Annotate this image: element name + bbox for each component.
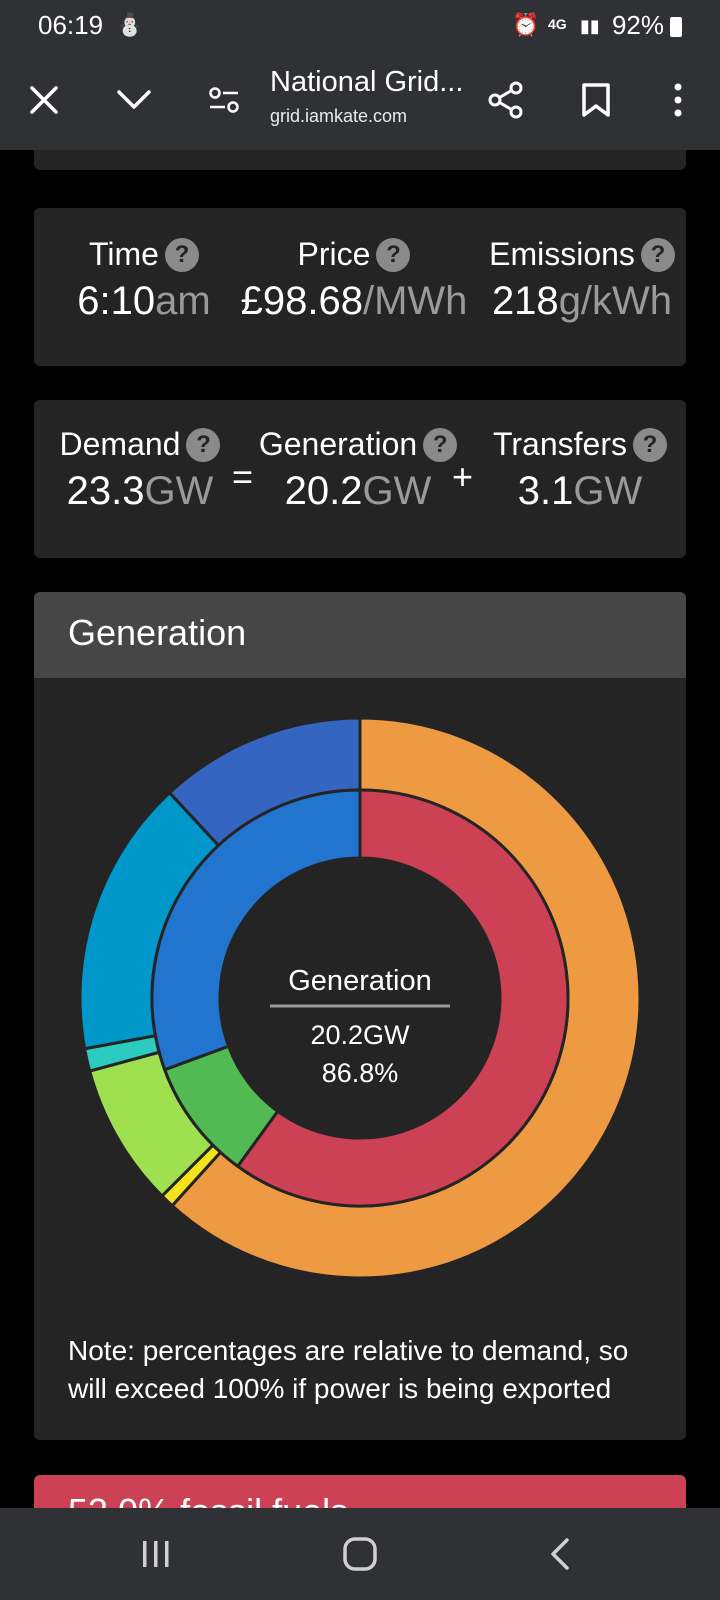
page-content: Time ? 6:10am Price ? £98.68/MWh Emissio… xyxy=(0,150,720,1508)
share-button[interactable] xyxy=(478,72,534,128)
generation-card-header: Generation xyxy=(34,592,686,678)
close-tab-button[interactable] xyxy=(16,72,72,128)
page-info-button[interactable] xyxy=(196,72,252,128)
generation-label: Generation xyxy=(258,426,418,462)
time-stat: Time ? 6:10am xyxy=(44,236,244,324)
more-vert-icon xyxy=(674,83,682,117)
alarm-icon: ⏰ xyxy=(512,12,540,37)
time-value: 6:10 xyxy=(77,279,156,323)
minimize-button[interactable] xyxy=(106,72,162,128)
status-time: 06:19 xyxy=(38,10,104,40)
page-url[interactable]: grid.iamkate.com xyxy=(270,106,408,126)
home-button[interactable] xyxy=(330,1526,390,1582)
transfers-value: 3.1 xyxy=(517,469,574,513)
help-icon[interactable]: ? xyxy=(376,237,411,272)
balance-card: Demand ? 23.3GW = Generation ? 20.2GW + … xyxy=(34,400,686,558)
fossil-fuels-card-title: 53.0% fossil fuels xyxy=(68,1491,348,1508)
inner-ring-segment-3[interactable] xyxy=(150,788,362,1072)
generation-value: 20.2 xyxy=(284,469,363,513)
page-title[interactable]: National Grid... xyxy=(270,66,464,98)
price-value: £98.68 xyxy=(240,279,363,323)
time-unit: am xyxy=(155,279,211,323)
more-options-button[interactable] xyxy=(650,72,706,128)
browser-toolbar: National Grid... grid.iamkate.com xyxy=(0,50,720,150)
share-icon xyxy=(488,81,523,119)
help-icon[interactable]: ? xyxy=(186,427,221,462)
notification-icon: ⛄ xyxy=(116,12,144,37)
transfers-label: Transfers xyxy=(493,426,627,462)
recent-apps-icon xyxy=(143,1541,169,1567)
system-navigation-bar xyxy=(0,1508,720,1600)
signal-icon: ▮▮ xyxy=(580,16,600,36)
help-icon[interactable]: ? xyxy=(164,237,199,272)
inner-ring xyxy=(150,788,570,1208)
equals-sign: = xyxy=(232,456,254,497)
help-icon[interactable]: ? xyxy=(640,237,675,272)
help-icon[interactable]: ? xyxy=(632,427,667,462)
emissions-stat: Emissions ? 218g/kWh xyxy=(482,236,682,324)
battery-percent: 92% xyxy=(611,10,664,40)
price-stat: Price ? £98.68/MWh xyxy=(234,236,474,324)
chart-center-label: Generation xyxy=(288,965,432,997)
chart-center-value: 20.2GW xyxy=(310,1020,410,1050)
battery-icon xyxy=(670,17,682,37)
generation-note: Note: percentages are relative to demand… xyxy=(68,1335,629,1404)
bookmark-button[interactable] xyxy=(568,72,624,128)
recent-apps-button[interactable] xyxy=(126,1526,186,1582)
tune-icon xyxy=(209,87,239,113)
emissions-value: 218 xyxy=(491,279,559,323)
generation-stat: Generation ? 20.2GW xyxy=(248,426,468,514)
help-icon[interactable]: ? xyxy=(423,427,458,462)
back-button[interactable] xyxy=(530,1526,590,1582)
demand-label: Demand xyxy=(59,426,181,462)
chevron-down-icon xyxy=(117,90,151,109)
inner-ring-segment-1[interactable] xyxy=(235,788,570,1208)
network-type: 4G xyxy=(548,16,567,32)
transfers-stat: Transfers ? 3.1GW xyxy=(480,426,680,514)
home-icon xyxy=(343,1537,377,1571)
price-label: Price xyxy=(297,236,371,272)
generation-card-title: Generation xyxy=(68,612,247,653)
demand-unit: GW xyxy=(144,469,214,513)
previous-card xyxy=(34,150,686,170)
demand-stat: Demand ? 23.3GW xyxy=(40,426,240,514)
chart-center-percent: 86.8% xyxy=(322,1058,399,1088)
generation-card: Generation Generation 20.2GW 86.8% Note:… xyxy=(34,592,686,1440)
status-bar: 06:19 ⛄ ⏰ 4G ▮▮ 92% xyxy=(0,0,720,50)
generation-unit: GW xyxy=(362,469,432,513)
transfers-unit: GW xyxy=(573,469,643,513)
emissions-unit: g/kWh xyxy=(558,279,673,323)
bookmark-icon xyxy=(582,83,610,117)
price-unit: /MWh xyxy=(362,279,468,323)
back-icon xyxy=(551,1538,569,1570)
demand-value: 23.3 xyxy=(66,469,145,513)
generation-donut-chart: Generation 20.2GW 86.8% xyxy=(78,716,642,1280)
time-label: Time xyxy=(89,236,159,272)
plus-sign: + xyxy=(452,456,474,497)
close-icon xyxy=(30,86,58,114)
emissions-label: Emissions xyxy=(489,236,635,272)
fossil-fuels-card[interactable]: 53.0% fossil fuels xyxy=(34,1475,686,1508)
summary-card: Time ? 6:10am Price ? £98.68/MWh Emissio… xyxy=(34,208,686,366)
